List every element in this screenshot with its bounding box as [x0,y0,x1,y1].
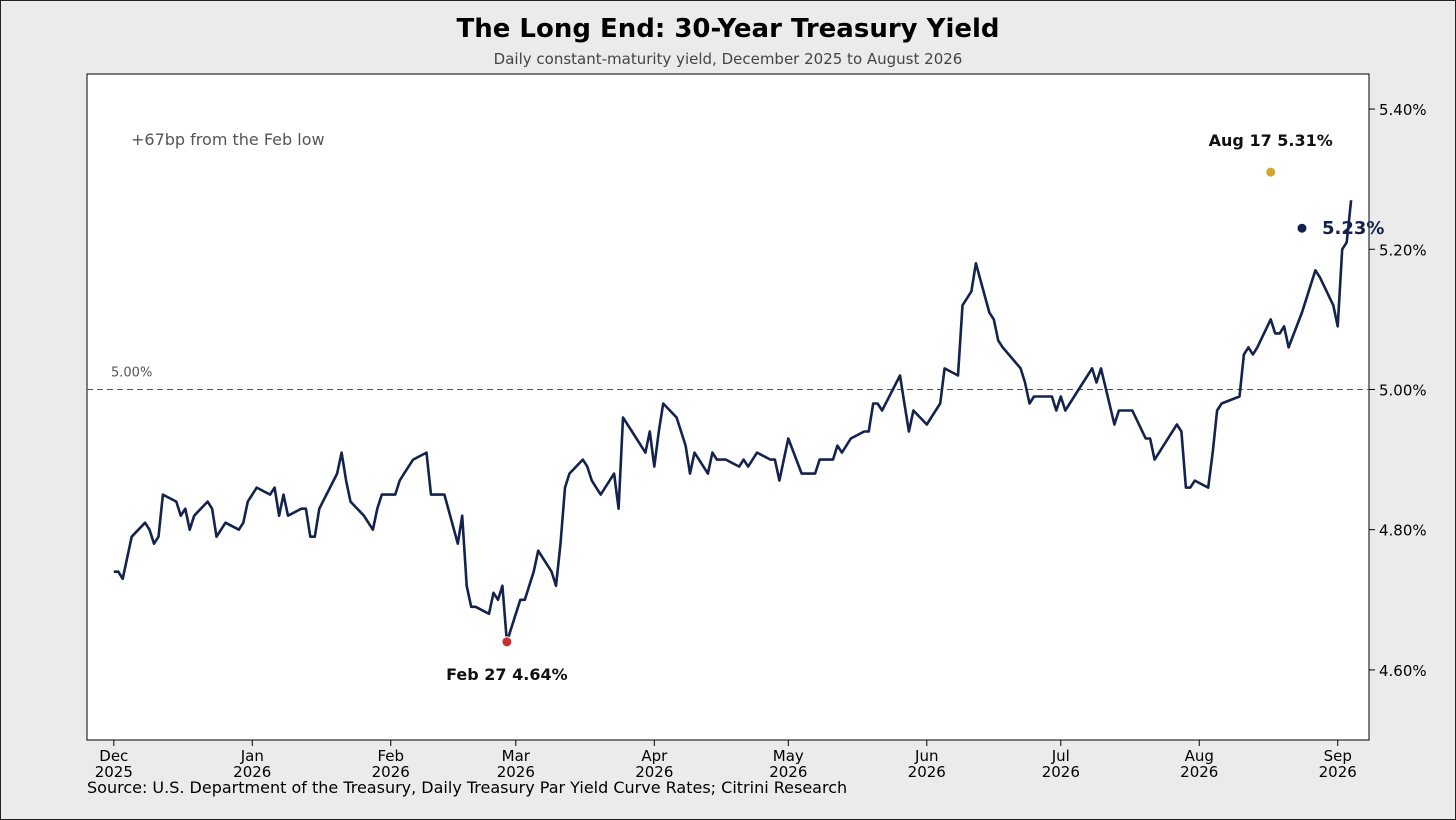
x-tick-label-month: Aug [1185,747,1214,765]
x-tick-label-year: 2026 [372,763,410,781]
x-tick-label-month: Sep [1324,747,1352,765]
x-tick-label-year: 2026 [635,763,673,781]
x-tick-label-year: 2026 [1319,763,1357,781]
x-tick-label-month: Feb [377,747,404,765]
x-tick-label-month: Mar [502,747,531,765]
low-label: Feb 27 4.64% [446,665,568,684]
high-label: Aug 17 5.31% [1209,131,1333,150]
chart-note: +67bp from the Feb low [131,130,325,149]
x-tick-label-month: Jan [240,747,264,765]
low-marker [501,636,513,648]
chart-source: Source: U.S. Department of the Treasury,… [87,778,848,797]
series-line-0 [113,200,1353,644]
x-tick-label-year: 2026 [233,763,271,781]
x-tick-label-year: 2026 [1042,763,1080,781]
x-tick-label-month: May [773,747,804,765]
chart-subtitle: Daily constant-maturity yield, December … [493,50,963,68]
last-label: 5.23% [1322,218,1384,239]
last-marker [1296,222,1308,234]
x-tick-label-year: 2025 [95,763,133,781]
y-axis: 4.60% 4.80% 5.00% 5.20% 5.40% [1369,101,1427,680]
reference-line-label: 5.00% [111,365,152,380]
x-tick-label-year: 2026 [1180,763,1218,781]
x-tick-label-year: 2026 [769,763,807,781]
y-tick-label: 4.80% [1379,522,1427,540]
y-tick-label: 5.20% [1379,241,1427,259]
plot-area [86,73,1370,741]
x-tick-label-month: Dec [99,747,128,765]
y-tick-label: 5.00% [1379,381,1427,399]
chart-title: The Long End: 30-Year Treasury Yield [456,14,1000,44]
x-tick-label-month: Apr [641,747,668,765]
x-tick-label-year: 2026 [908,763,946,781]
y-tick-label: 4.60% [1379,662,1427,680]
high-marker [1265,166,1277,178]
x-tick-label-month: Jun [914,747,938,765]
y-tick-label: 5.40% [1379,101,1427,119]
x-axis: Dec2025Jan2026Feb2026Mar2026Apr2026May20… [95,740,1357,781]
x-tick-label-year: 2026 [497,763,535,781]
x-tick-label-month: Jul [1051,747,1070,765]
